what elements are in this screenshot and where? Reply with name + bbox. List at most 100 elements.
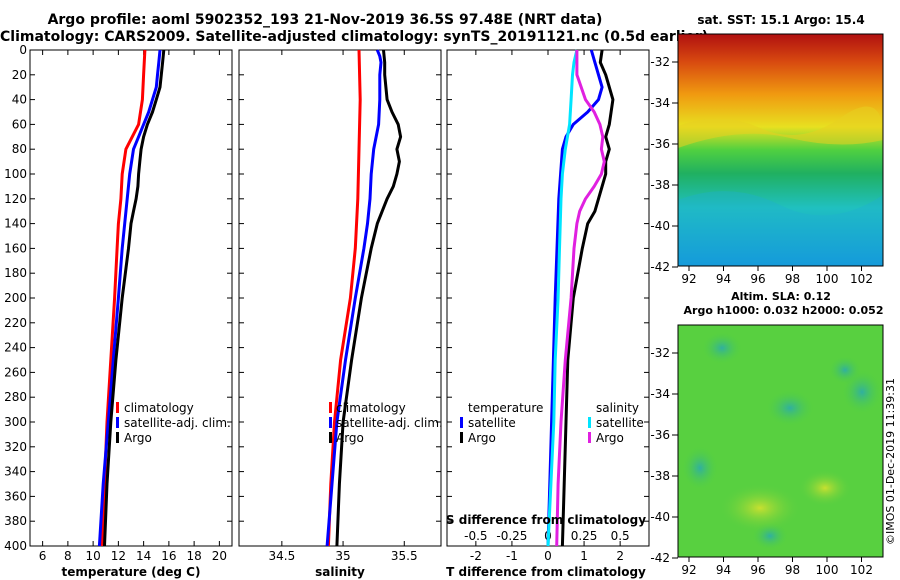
series-line-salinity-satellite (546, 49, 579, 547)
depth-tick-label: 260 (4, 365, 27, 379)
altimetry-eddy (682, 446, 718, 490)
x-tick-label: 16 (161, 549, 176, 563)
x-tick-label: 0 (544, 549, 552, 563)
legend-swatch-climatology (329, 402, 332, 413)
lat-tick-label: -34 (650, 96, 670, 110)
x-tick-label: 20 (212, 549, 227, 563)
lat-tick-label: -38 (650, 469, 670, 483)
difference-panel-frame (446, 49, 650, 547)
lon-tick-label: 96 (750, 563, 765, 577)
depth-tick-label: 320 (4, 440, 27, 454)
altimetry-map-frame (677, 324, 884, 558)
legend-argo: Argo (336, 431, 364, 445)
lon-tick-label: 94 (716, 272, 731, 286)
lat-tick-label: -42 (650, 551, 670, 565)
legend-swatch-t-satellite (460, 417, 463, 428)
series-line-temperature-argo (560, 49, 615, 547)
legend-argo: Argo (124, 431, 152, 445)
lon-tick-label: 94 (716, 563, 731, 577)
x-tick-label: 12 (111, 549, 126, 563)
legend-satellite-adj: satellite-adj. clim. (124, 416, 231, 430)
lat-tick-label: -40 (650, 510, 670, 524)
altimetry-eddy (702, 332, 742, 364)
series-line-satellite-adj-clim- (97, 49, 162, 547)
salinity-legend: climatology satellite-adj. clim. Argo (329, 401, 443, 445)
legend-swatch-argo (116, 432, 119, 443)
lon-tick-label: 96 (750, 272, 765, 286)
depth-tick-label: 380 (4, 514, 27, 528)
altimetry-high (799, 470, 851, 506)
legend-s-satellite: satellite (596, 416, 644, 430)
x-tick-label: 10 (85, 549, 100, 563)
lat-tick-label: -32 (650, 55, 670, 69)
x-tick-label: 2 (616, 549, 624, 563)
legend-t-satellite: satellite (468, 416, 516, 430)
x-top-tick-label: -0.5 (464, 529, 487, 543)
legend-s-argo: Argo (596, 431, 624, 445)
temperature-panel-frame (29, 49, 233, 547)
sst-cool-band (678, 191, 883, 266)
legend-salinity-title: salinity (596, 401, 639, 415)
legend-swatch-climatology (116, 402, 119, 413)
legend-temperature-title: temperature (468, 401, 543, 415)
difference-panel: -2 -1 0 1 2-0.5 -0.25 0 0.25 0.5 (464, 49, 630, 563)
depth-tick-label: 220 (4, 316, 27, 330)
lon-tick-label: 100 (816, 272, 839, 286)
depth-tick-label: 160 (4, 241, 27, 255)
lat-tick-label: -32 (650, 346, 670, 360)
x-tick-label: 35.5 (391, 549, 418, 563)
sst-lon-ticks: 92 94 96 98 100 102 (681, 266, 873, 286)
sst-front-band (678, 106, 883, 148)
depth-tick-label: 80 (12, 142, 27, 156)
legend-swatch-satellite (329, 417, 332, 428)
x-tick-label: -1 (506, 549, 518, 563)
depth-tick-label: 400 (4, 539, 27, 553)
lon-tick-label: 100 (816, 563, 839, 577)
temperature-panel: 6 8 10 12 14 16 18 20 (39, 49, 227, 563)
lat-tick-label: -36 (650, 428, 670, 442)
s-difference-label: S difference from climatology (446, 513, 646, 527)
legend-satellite-adj: satellite-adj. clim. (336, 416, 443, 430)
legend-swatch-argo (329, 432, 332, 443)
altimetry-title: Altim. SLA: 0.12 (731, 290, 831, 303)
depth-tick-label: 200 (4, 291, 27, 305)
sst-lat-ticks: -32 -34 -36 -38 -40 -42 (650, 55, 678, 274)
sst-map-image (678, 34, 883, 266)
lon-tick-label: 98 (785, 563, 800, 577)
altimetry-eddy (829, 356, 861, 384)
series-line-argo (103, 49, 166, 547)
depth-tick-label: 40 (12, 93, 27, 107)
depth-tick-label: 240 (4, 341, 27, 355)
lon-tick-label: 102 (850, 563, 873, 577)
series-line-satellite-adj-clim- (325, 49, 383, 547)
legend-swatch-satellite (116, 417, 119, 428)
depth-tick-label: 120 (4, 192, 27, 206)
lon-tick-label: 92 (681, 272, 696, 286)
series-line-climatology (326, 49, 362, 547)
x-top-tick-label: 0.5 (611, 529, 630, 543)
lat-tick-label: -34 (650, 387, 670, 401)
x-tick-label: -2 (470, 549, 482, 563)
altimetry-eddy (766, 390, 814, 426)
temperature-xlabel: temperature (deg C) (62, 565, 201, 579)
depth-tick-label: 140 (4, 217, 27, 231)
sst-map-title: sat. SST: 15.1 Argo: 15.4 (697, 13, 865, 27)
title-line-2: Climatology: CARS2009. Satellite-adjuste… (0, 29, 709, 45)
legend-swatch-s-argo (588, 432, 591, 443)
depth-tick-label: 340 (4, 465, 27, 479)
lat-tick-label: -36 (650, 137, 670, 151)
x-tick-label: 18 (186, 549, 201, 563)
sst-map: -32 -34 -36 -38 -40 -42 92 94 96 98 100 102 (650, 33, 884, 286)
temperature-legend: climatology satellite-adj. clim. Argo (116, 401, 231, 445)
x-tick-label: 8 (64, 549, 72, 563)
lat-tick-label: -40 (650, 219, 670, 233)
x-tick-label: 34.5 (268, 549, 295, 563)
x-tick-label: 35 (335, 549, 350, 563)
sst-map-frame (677, 33, 884, 267)
altimetry-lat-ticks: -32 -34 -36 -38 -40 -42 (650, 346, 678, 565)
salinity-xlabel: salinity (315, 565, 365, 579)
legend-swatch-s-satellite (588, 417, 591, 428)
difference-legend: temperature satellite Argo salinity sate… (460, 401, 644, 445)
difference-xlabel: T difference from climatology (446, 565, 646, 579)
